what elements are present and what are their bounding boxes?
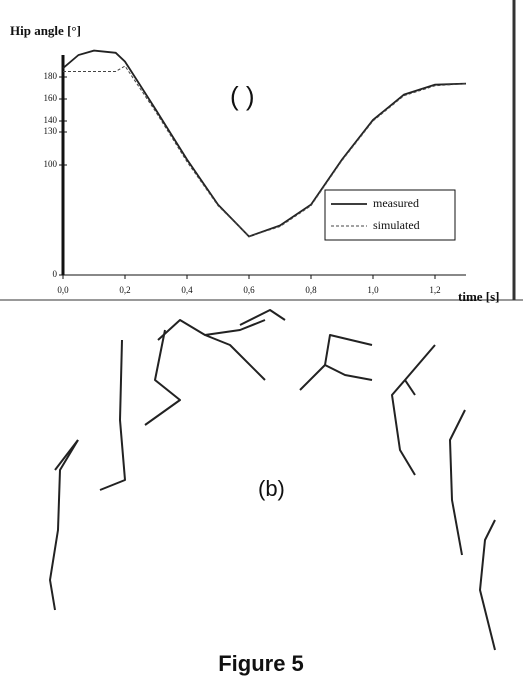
y-tick-label: 0	[53, 269, 58, 279]
stick-figure	[299, 364, 373, 391]
x-tick-label: 0,2	[119, 285, 130, 295]
x-tick-label: 0,6	[243, 285, 255, 295]
y-tick-label: 140	[44, 115, 58, 125]
stick-figure	[449, 409, 466, 556]
legend-label: simulated	[373, 218, 420, 232]
y-tick-label: 100	[44, 159, 58, 169]
y-axis-label: Hip angle [°]	[10, 23, 81, 38]
data-line	[63, 65, 467, 238]
y-tick-label: 160	[44, 93, 58, 103]
stick-figures	[49, 309, 496, 651]
stick-figure	[404, 379, 416, 396]
stick-figure	[54, 439, 79, 471]
stick-figure	[49, 439, 79, 611]
stick-figure	[479, 519, 496, 651]
y-tick-label: 130	[44, 126, 58, 136]
x-tick-label: 1,0	[367, 285, 379, 295]
x-tick-label: 0,4	[181, 285, 193, 295]
legend-box	[324, 189, 456, 241]
stick-figure	[239, 309, 286, 326]
x-tick-label: 0,8	[305, 285, 317, 295]
x-axis-label: time [s]	[458, 289, 500, 304]
y-tick-label: 180	[44, 71, 58, 81]
stick-figure	[204, 319, 266, 381]
panel-label: (b)	[258, 476, 285, 501]
x-tick-label: 1,2	[429, 285, 440, 295]
stick-figure	[99, 339, 126, 491]
x-tick-label: 0,0	[57, 285, 69, 295]
stick-figure	[144, 329, 181, 426]
caption: Figure 5	[218, 651, 304, 676]
stick-figure	[157, 319, 206, 341]
legend-label: measured	[373, 196, 419, 210]
stick-figure	[391, 344, 436, 476]
stick-figure	[324, 334, 373, 366]
panel-label: ( )	[230, 81, 255, 111]
